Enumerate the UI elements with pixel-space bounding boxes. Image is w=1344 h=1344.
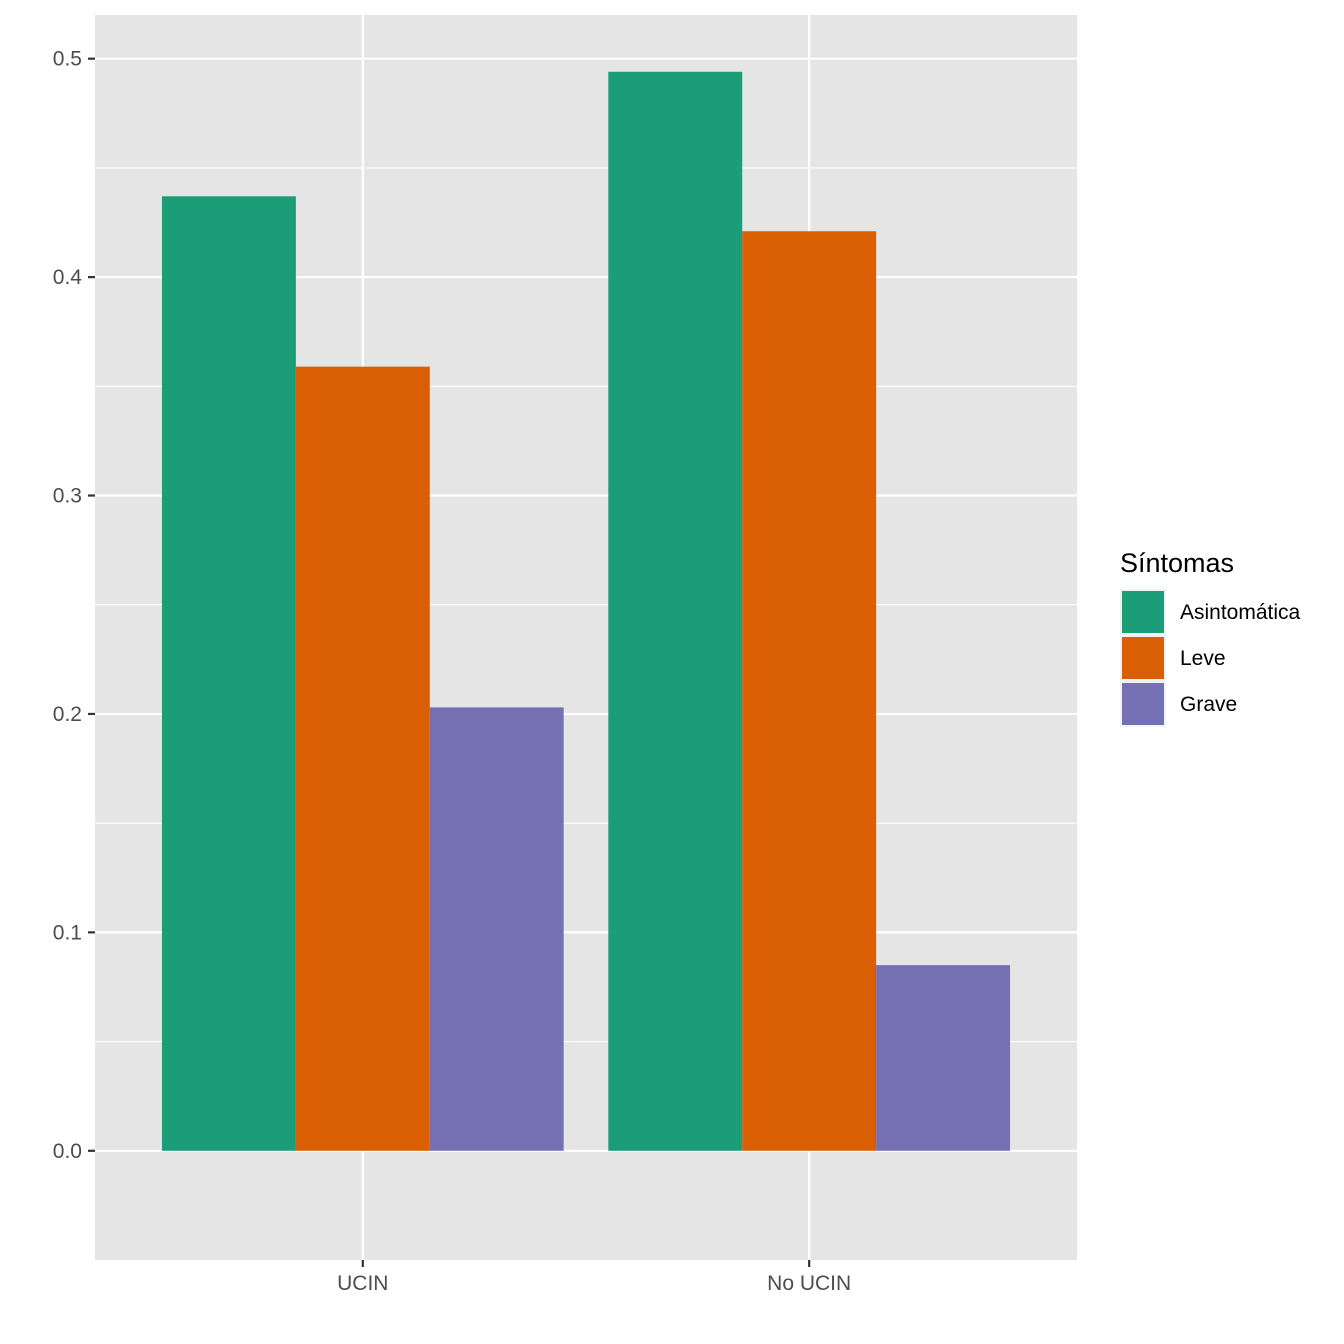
y-tick-label: 0.4	[53, 266, 83, 289]
bar-grave-no-ucin	[876, 965, 1011, 1151]
y-axis: 0.0 0.1 0.2 0.3 0.4 0.5	[53, 48, 95, 1163]
legend-label: Asintomática	[1180, 601, 1301, 624]
legend-title: Síntomas	[1120, 548, 1234, 578]
legend-swatch	[1122, 591, 1164, 633]
y-tick-label: 0.3	[53, 485, 82, 508]
bars	[161, 71, 1011, 1151]
x-tick-label: UCIN	[337, 1272, 388, 1295]
y-tick-label: 0.0	[53, 1140, 82, 1163]
bar-asintomática-ucin	[161, 196, 296, 1151]
legend-swatch	[1122, 683, 1164, 725]
bar-asintomática-no-ucin	[608, 71, 743, 1151]
y-tick-label: 0.1	[53, 921, 82, 944]
bar-leve-ucin	[295, 366, 430, 1151]
legend: Síntomas Asintomática Leve Grave	[1120, 548, 1301, 727]
legend-swatch	[1122, 637, 1164, 679]
legend-label: Leve	[1180, 647, 1226, 670]
y-tick-label: 0.5	[53, 48, 82, 71]
bar-grave-ucin	[429, 707, 564, 1151]
bar-leve-no-ucin	[742, 231, 877, 1151]
x-axis: UCIN No UCIN	[337, 1260, 851, 1295]
x-tick-label: No UCIN	[767, 1272, 851, 1295]
legend-label: Grave	[1180, 693, 1237, 716]
y-tick-label: 0.2	[53, 703, 82, 726]
